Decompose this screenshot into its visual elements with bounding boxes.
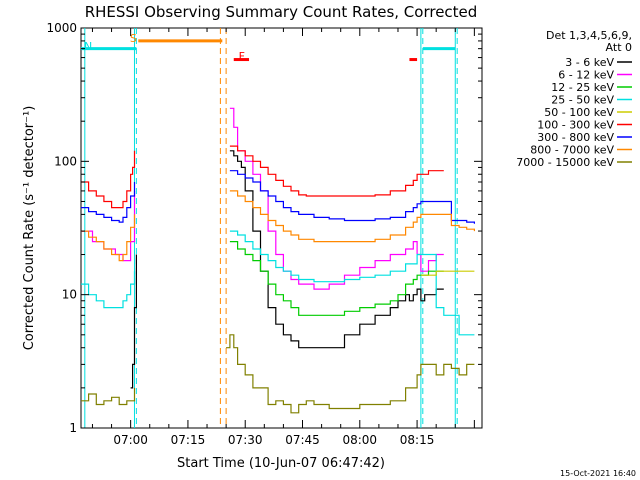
state-markers: S N F — [84, 32, 245, 63]
series-lines — [81, 107, 475, 414]
legend-label: 300 - 800 keV — [537, 131, 614, 144]
series-line — [81, 334, 475, 414]
y-tick-label: 1000 — [46, 21, 77, 35]
legend-label: 3 - 6 keV — [565, 56, 614, 69]
marker-label-n: N — [84, 40, 92, 53]
marker-label-f: F — [239, 50, 245, 63]
series-line — [81, 145, 444, 209]
legend-label: 100 - 300 keV — [537, 119, 614, 132]
marker-label-s: S — [130, 32, 137, 45]
series-line — [81, 190, 475, 262]
legend-label: 12 - 25 keV — [551, 81, 614, 94]
series-line — [229, 241, 444, 316]
x-tick-label: 07:00 — [113, 433, 148, 447]
x-tick-label: 07:30 — [228, 433, 263, 447]
legend-label: 800 - 7000 keV — [530, 144, 614, 157]
legend-label: 50 - 100 keV — [544, 106, 614, 119]
x-tick-label: 08:00 — [342, 433, 377, 447]
plot-frame — [80, 27, 483, 429]
x-tick-label: 08:15 — [400, 433, 435, 447]
x-axis-label: Start Time (10-Jun-07 06:47:42) — [177, 456, 385, 471]
legend-label: 7000 - 15000 keV — [516, 156, 614, 169]
series-line — [81, 230, 475, 336]
series-line — [81, 170, 475, 224]
marker-vlines — [84, 28, 458, 428]
timestamp: 15-Oct-2021 16:40 — [560, 469, 636, 478]
legend-header-1: Det 1,3,4,5,6,9, — [546, 29, 632, 42]
y-tick-label: 100 — [54, 154, 77, 168]
chart-title: RHESSI Observing Summary Count Rates, Co… — [85, 3, 478, 21]
series-line — [81, 107, 444, 290]
legend-header-2: Att 0 — [606, 41, 632, 54]
y-axis-label: Corrected Count Rate (s⁻¹ detector⁻¹) — [22, 106, 37, 351]
legend-label: 25 - 50 keV — [551, 94, 614, 107]
attenuator-bars — [81, 39, 456, 62]
x-tick-label: 07:15 — [171, 433, 206, 447]
y-tick-label: 10 — [62, 288, 77, 302]
series-line — [420, 270, 475, 276]
x-tick-label: 07:45 — [285, 433, 320, 447]
legend-label: 6 - 12 keV — [558, 69, 614, 82]
y-tick-label: 1 — [69, 421, 77, 435]
x-axis-ticks: 07:00 07:15 07:30 07:45 08:00 08:15 — [91, 28, 475, 447]
y-axis-ticks: 1 10 100 1000 — [46, 21, 482, 435]
series-line — [130, 150, 444, 389]
